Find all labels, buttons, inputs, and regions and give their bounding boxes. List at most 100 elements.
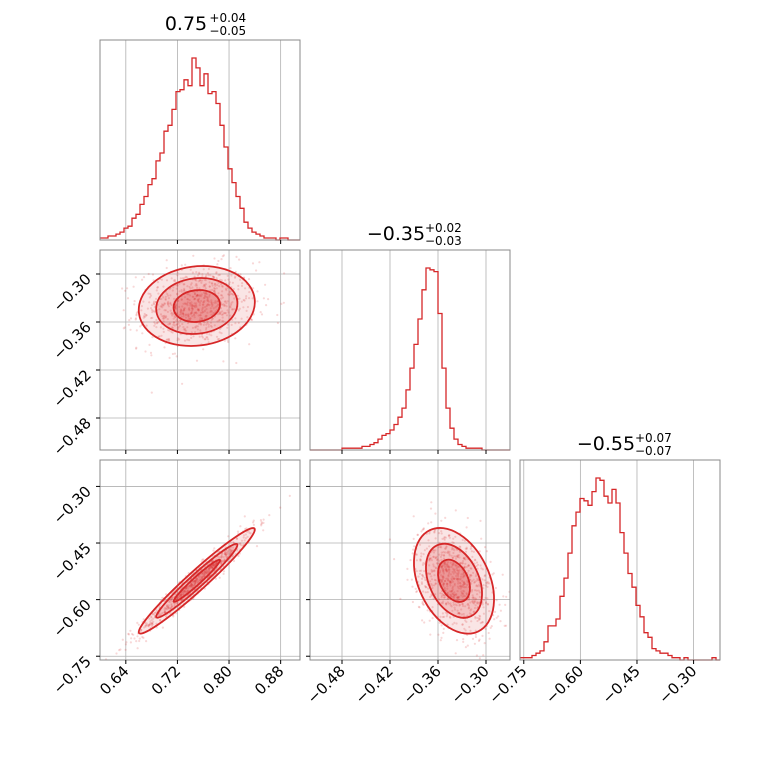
sample-point: [464, 646, 467, 649]
sample-point: [444, 568, 448, 571]
title-0-plus: +0.04: [209, 11, 246, 25]
sample-point: [440, 551, 443, 554]
sample-point: [187, 293, 190, 296]
sample-point: [149, 294, 153, 297]
sample-point: [210, 299, 213, 302]
sample-point: [453, 595, 456, 598]
sample-point: [214, 562, 217, 565]
sample-point: [463, 539, 466, 542]
sample-point: [420, 555, 423, 558]
sample-point: [442, 554, 445, 557]
sample-point: [222, 560, 225, 563]
sample-point: [180, 309, 183, 312]
sample-point: [196, 274, 200, 277]
sample-point: [452, 595, 455, 599]
sample-point: [249, 532, 252, 535]
sample-point: [456, 596, 459, 599]
sample-point: [226, 300, 229, 303]
sample-point: [134, 318, 137, 321]
sample-point: [183, 287, 186, 290]
sample-point: [142, 618, 145, 621]
sample-point: [194, 582, 197, 585]
sample-point: [187, 308, 190, 311]
sample-point: [160, 297, 163, 301]
sample-point: [210, 282, 213, 285]
sample-point: [459, 577, 462, 580]
sample-point: [201, 303, 204, 306]
sample-point: [167, 329, 170, 332]
sample-point: [187, 317, 191, 320]
sample-point: [202, 348, 205, 351]
sample-point: [216, 263, 219, 266]
sample-point: [182, 307, 186, 310]
sample-point: [447, 566, 450, 569]
sample-point: [175, 318, 178, 321]
sample-point: [461, 538, 464, 542]
sample-point: [152, 613, 155, 616]
sample-point: [477, 579, 480, 582]
sample-point: [229, 552, 232, 555]
sample-point: [188, 318, 191, 322]
sample-point: [484, 627, 487, 631]
sample-point: [470, 545, 473, 548]
sample-point: [236, 530, 240, 533]
sample-point: [453, 596, 456, 599]
sample-point: [177, 299, 180, 303]
sample-point: [439, 545, 442, 549]
sample-point: [204, 292, 208, 295]
sample-point: [211, 564, 214, 567]
sample-point: [221, 310, 224, 313]
sample-point: [174, 305, 177, 308]
sample-point: [433, 578, 436, 582]
sample-point: [440, 580, 443, 584]
sample-point: [464, 595, 467, 598]
sample-point: [419, 558, 422, 562]
sample-point: [158, 308, 161, 311]
sample-point: [220, 294, 224, 297]
sample-point: [443, 537, 446, 540]
sample-point: [194, 581, 197, 584]
sample-point: [444, 561, 447, 564]
panel-frame: [99, 249, 301, 451]
sample-point: [191, 585, 194, 588]
sample-point: [260, 524, 263, 527]
sample-point: [125, 641, 128, 644]
sample-point: [449, 561, 452, 564]
sample-point: [224, 300, 227, 303]
sample-point: [239, 543, 242, 547]
sample-point: [183, 296, 187, 299]
sample-point: [478, 638, 481, 641]
sample-point: [193, 584, 196, 587]
sample-point: [465, 593, 469, 596]
sample-point: [201, 577, 204, 580]
sample-point: [280, 302, 283, 305]
sample-point: [183, 289, 186, 292]
sample-point: [228, 291, 231, 294]
sample-point: [149, 620, 152, 623]
sample-point: [169, 598, 172, 601]
sample-point: [472, 596, 475, 599]
sample-point: [217, 259, 220, 263]
sample-point: [139, 630, 142, 633]
sample-point: [429, 572, 432, 576]
sample-point: [206, 320, 209, 323]
sample-point: [434, 557, 437, 560]
sample-point: [445, 567, 448, 570]
contour-level: [172, 558, 221, 603]
sample-point: [447, 574, 450, 577]
sample-point: [231, 281, 234, 284]
sample-point: [167, 303, 170, 306]
sample-point: [439, 578, 442, 582]
sample-point: [465, 586, 468, 589]
sample-point: [225, 305, 228, 308]
sample-point: [164, 309, 167, 312]
sample-point: [480, 537, 483, 540]
sample-point: [193, 584, 196, 587]
sample-point: [444, 516, 447, 520]
sample-point: [204, 314, 207, 317]
sample-point: [234, 317, 237, 320]
sample-point: [164, 298, 167, 301]
sample-point: [446, 561, 450, 564]
sample-point: [476, 593, 479, 596]
sample-point: [472, 578, 475, 581]
